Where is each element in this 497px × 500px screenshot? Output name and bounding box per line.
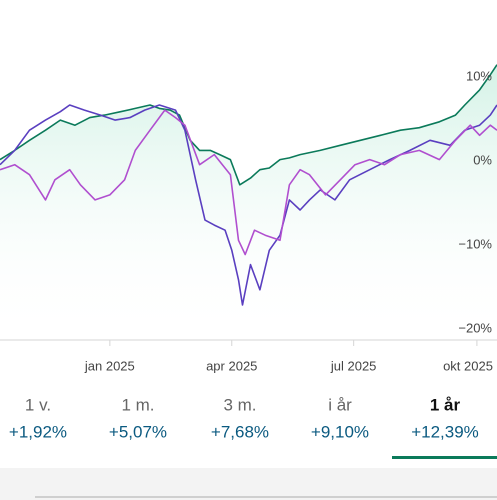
period-tab[interactable]: 3 m. +7,68%	[211, 395, 269, 441]
period-change: +7,68%	[211, 422, 269, 441]
x-tick-label: jan 2025	[84, 358, 135, 373]
period-label: i år	[328, 395, 352, 414]
x-tick-label: jul 2025	[330, 358, 377, 373]
period-label: 1 år	[430, 395, 461, 414]
period-change: +12,39%	[411, 422, 479, 441]
period-tab[interactable]: i år +9,10%	[311, 395, 369, 441]
y-tick-label: −20%	[458, 320, 492, 335]
x-tick-label: okt 2025	[443, 358, 493, 373]
line	[0, 109, 497, 256]
period-label: 3 m.	[223, 395, 256, 414]
line	[0, 64, 497, 186]
period-label: 1 v.	[25, 395, 51, 414]
bottom-gap	[0, 460, 497, 468]
period-tab[interactable]: 1 v. +1,92%	[9, 395, 67, 441]
y-tick-label: −10%	[458, 236, 492, 251]
period-change: +1,92%	[9, 422, 67, 441]
period-change: +9,10%	[311, 422, 369, 441]
x-tick-label: apr 2025	[206, 358, 257, 373]
period-tab[interactable]: 1 år +12,39%	[392, 395, 497, 459]
selected-indicator	[392, 456, 497, 459]
period-label: 1 m.	[121, 395, 154, 414]
period-change: +5,07%	[109, 422, 167, 441]
y-tick-label: 10%	[466, 68, 492, 83]
y-tick-label: 0%	[473, 152, 492, 167]
period-tab[interactable]: 1 m. +5,07%	[109, 395, 167, 441]
area	[0, 64, 497, 340]
